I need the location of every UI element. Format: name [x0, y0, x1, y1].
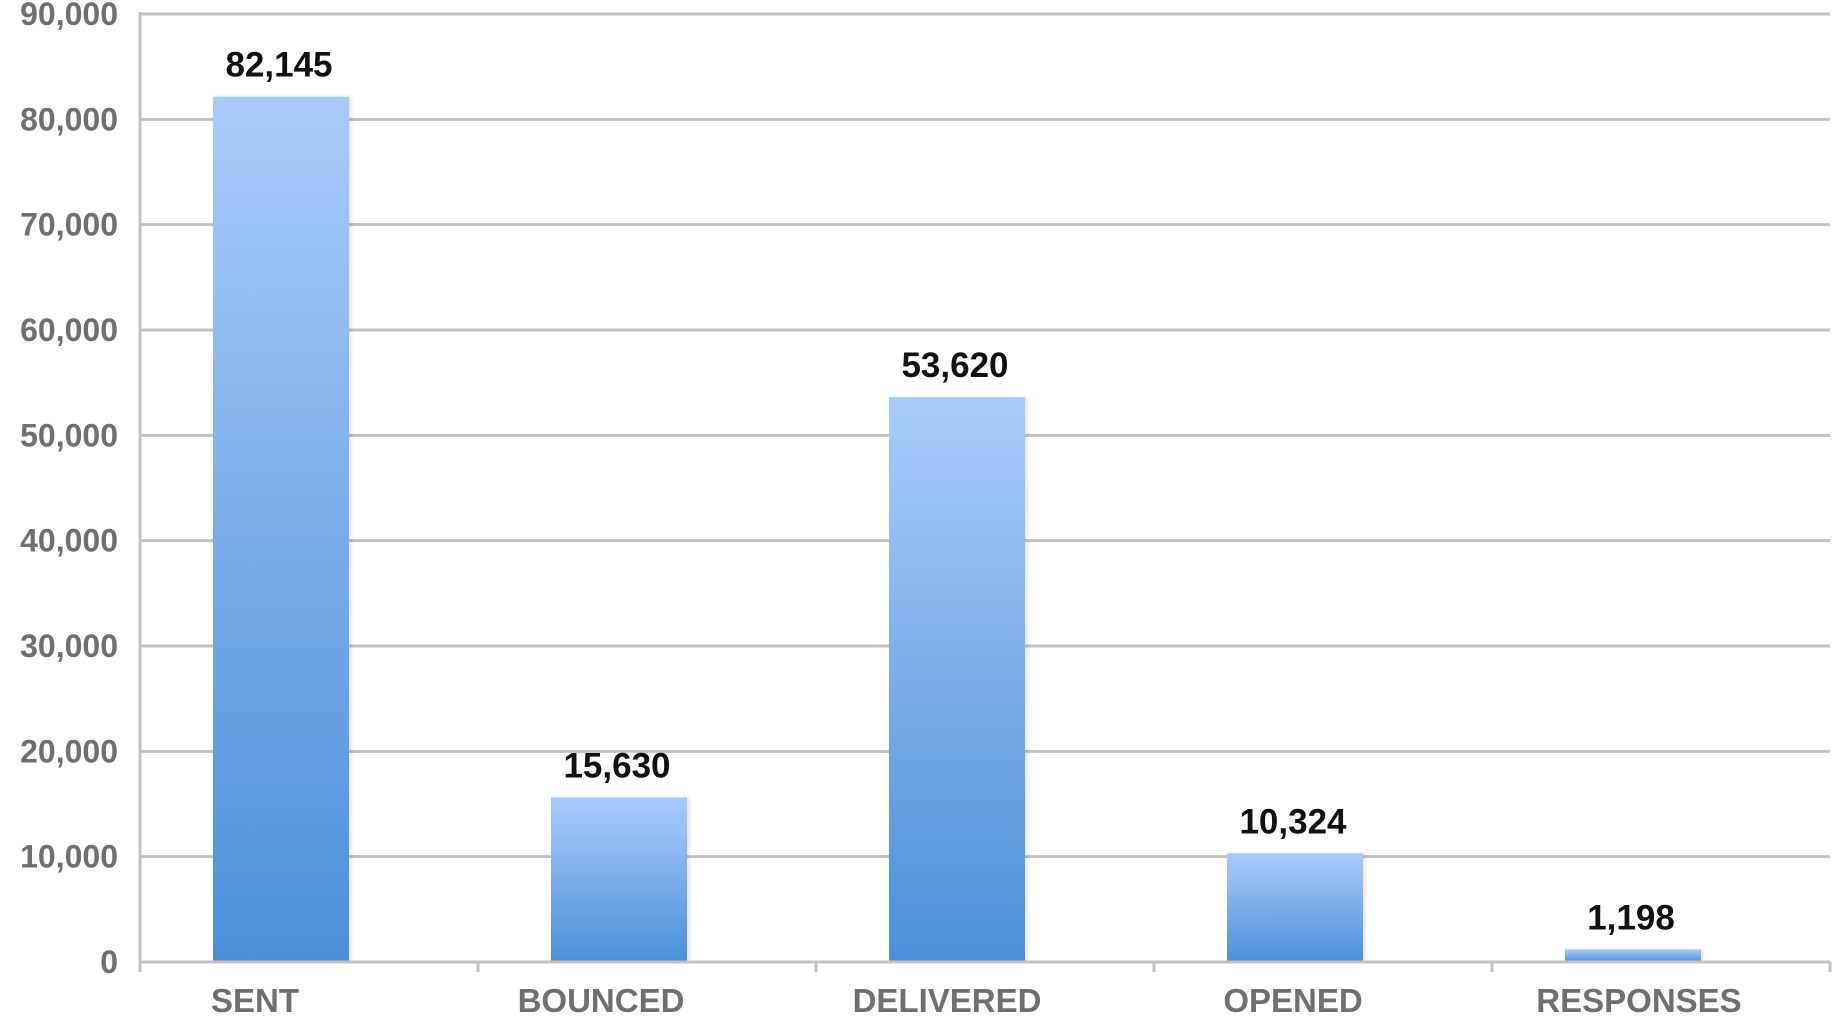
y-tick-label: 30,000 [20, 628, 118, 664]
data-label-delivered: 53,620 [901, 346, 1008, 385]
data-label-opened: 10,324 [1239, 802, 1347, 841]
category-label-sent: SENT [211, 982, 299, 1018]
y-tick-label: 20,000 [20, 733, 118, 769]
y-tick-label: 70,000 [20, 207, 118, 243]
y-tick-label: 80,000 [20, 101, 118, 137]
y-tick-label: 60,000 [20, 312, 118, 348]
y-tick-label: 0 [100, 944, 118, 980]
bar-sent [213, 96, 349, 963]
data-label-bounced: 15,630 [563, 746, 670, 785]
data-labels: 82,145 15,630 53,620 10,324 1,198 [225, 46, 1674, 938]
x-axis-category-labels: SENT BOUNCED DELIVERED OPENED RESPONSES [211, 982, 1742, 1018]
data-label-responses: 1,198 [1587, 898, 1675, 937]
y-tick-label: 10,000 [20, 839, 118, 875]
y-axis-tick-labels: 0 10,000 20,000 30,000 40,000 50,000 60,000 70,… [20, 0, 118, 980]
y-tick-label: 50,000 [20, 417, 118, 453]
bar-opened [1227, 853, 1363, 962]
x-axis [138, 12, 1832, 972]
bar-bounced [551, 797, 687, 962]
bars [213, 96, 1701, 963]
y-tick-label: 40,000 [20, 523, 118, 559]
data-label-sent: 82,145 [225, 46, 332, 85]
y-tick-label: 90,000 [20, 0, 118, 32]
category-label-opened: OPENED [1223, 982, 1362, 1018]
category-label-bounced: BOUNCED [518, 982, 685, 1018]
bar-responses [1565, 949, 1701, 962]
category-label-delivered: DELIVERED [853, 982, 1042, 1018]
category-label-responses: RESPONSES [1536, 982, 1741, 1018]
bar-delivered [889, 397, 1025, 963]
